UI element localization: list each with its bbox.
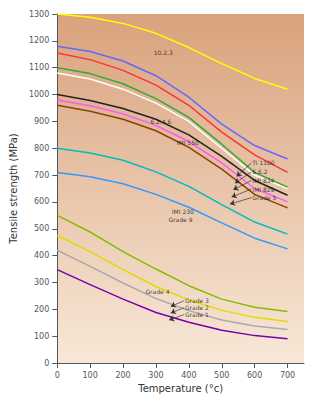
svg-text:1200: 1200 — [29, 36, 49, 45]
svg-text:6.2.4.6: 6.2.4.6 — [150, 118, 171, 125]
svg-text:200: 200 — [34, 305, 49, 314]
svg-text:900: 900 — [34, 117, 49, 126]
svg-text:100: 100 — [34, 332, 49, 341]
svg-text:Grade 4: Grade 4 — [145, 288, 169, 295]
svg-text:700: 700 — [34, 171, 49, 180]
svg-text:IMI 829: IMI 829 — [252, 186, 274, 193]
svg-text:400: 400 — [181, 371, 196, 380]
svg-text:1100: 1100 — [29, 63, 49, 72]
svg-text:700: 700 — [280, 371, 295, 380]
svg-text:200: 200 — [115, 371, 130, 380]
svg-text:Grade 3: Grade 3 — [185, 297, 209, 304]
svg-text:0: 0 — [44, 359, 49, 368]
svg-text:300: 300 — [34, 278, 49, 287]
svg-text:IMI 834: IMI 834 — [252, 177, 274, 184]
svg-text:600: 600 — [247, 371, 262, 380]
svg-text:500: 500 — [34, 224, 49, 233]
svg-text:6.6.2: 6.6.2 — [252, 168, 267, 175]
svg-text:1300: 1300 — [29, 10, 49, 19]
svg-text:300: 300 — [148, 371, 163, 380]
svg-text:Grade 9: Grade 9 — [168, 216, 192, 223]
svg-text:400: 400 — [34, 251, 49, 260]
svg-text:600: 600 — [34, 197, 49, 206]
svg-text:0: 0 — [55, 371, 60, 380]
svg-text:Tensile strength (MPa): Tensile strength (MPa) — [8, 133, 19, 245]
svg-text:IMI 550: IMI 550 — [177, 139, 199, 146]
svg-text:10.2.3: 10.2.3 — [154, 49, 173, 56]
svg-text:Grade 2: Grade 2 — [185, 304, 209, 311]
svg-text:800: 800 — [34, 144, 49, 153]
svg-text:Temperature (°c): Temperature (°c) — [137, 383, 223, 394]
svg-text:Ti 1100: Ti 1100 — [251, 159, 275, 166]
svg-text:Grade 5: Grade 5 — [252, 194, 276, 201]
svg-text:100: 100 — [83, 371, 98, 380]
svg-text:500: 500 — [214, 371, 229, 380]
svg-text:IMI 230: IMI 230 — [172, 208, 194, 215]
svg-text:Grade 1: Grade 1 — [185, 311, 209, 318]
svg-text:1000: 1000 — [29, 90, 49, 99]
